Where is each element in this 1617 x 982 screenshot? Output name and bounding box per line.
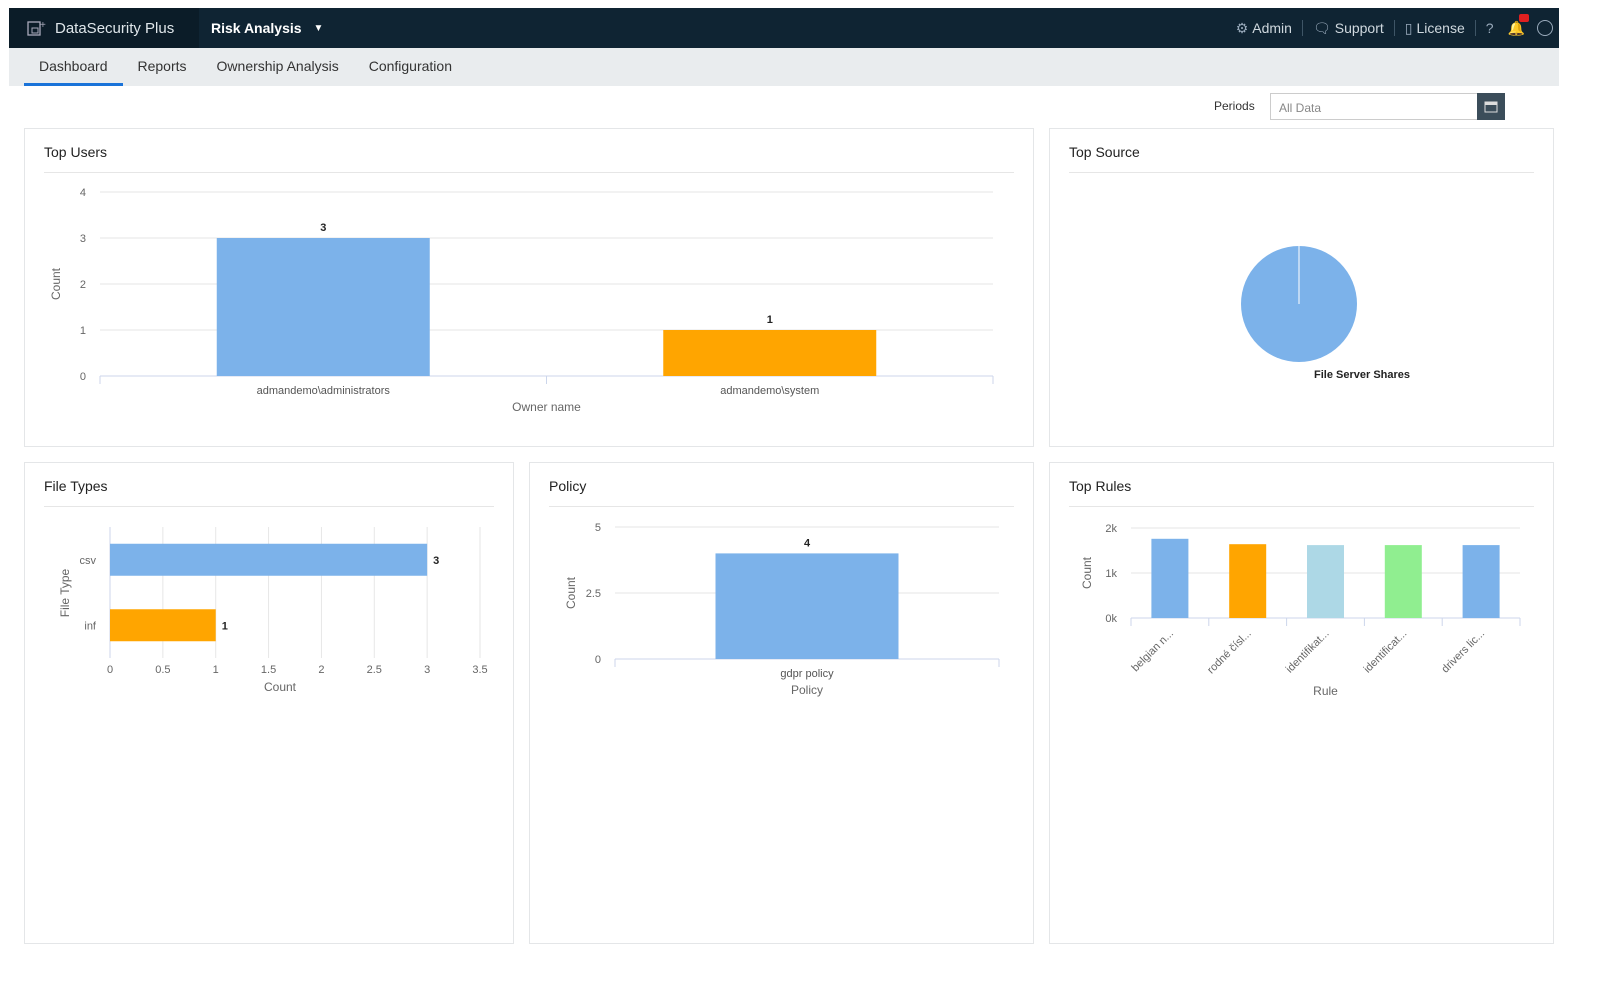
tab-reports[interactable]: Reports — [137, 58, 187, 74]
bar — [1151, 538, 1189, 618]
x-tick-label: 3 — [424, 664, 430, 676]
y-tick-label: 3 — [80, 233, 86, 245]
tab-bar: Dashboard Reports Ownership Analysis Con… — [9, 48, 1559, 86]
brand-logo[interactable]: + DataSecurity Plus — [9, 8, 199, 48]
notification-badge — [1519, 13, 1529, 22]
periods-input[interactable]: All Data — [1270, 93, 1478, 120]
bar — [216, 238, 430, 376]
data-label: 3 — [433, 555, 439, 567]
x-axis-title: Owner name — [512, 400, 581, 414]
y-axis-title: Count — [1080, 556, 1094, 589]
y-tick-label: 5 — [595, 522, 601, 534]
chart-svg: 0 2.5 5 4 gdpr policy Policy Count — [564, 522, 1000, 697]
gear-icon: ⚙ — [1235, 19, 1249, 36]
bar — [110, 609, 216, 642]
file-types-panel: File Types 0 0.5 1 1.5 2 2.5 3 3.5 3 csv 1 inf Count F… — [24, 462, 514, 944]
x-tick-label: admandemo\system — [720, 385, 819, 397]
bar — [663, 330, 877, 376]
bar — [715, 553, 899, 659]
x-axis-title: Policy — [791, 683, 823, 697]
support-link[interactable]: 🗨 Support — [1313, 20, 1384, 37]
panel-title: Policy — [549, 478, 587, 494]
x-tick-label: identificat... — [1362, 628, 1410, 676]
x-tick-label: 2 — [318, 664, 324, 676]
data-label: 3 — [320, 222, 326, 234]
bar — [1307, 545, 1344, 618]
chart-svg: 0 1 2 3 4 3 admandemo\administrators 1 admandemo… — [49, 187, 994, 414]
x-tick-label: 1 — [213, 664, 219, 676]
top-rules-panel: Top Rules 0k 1k 2k belgian n... rodné čísl...… — [1049, 462, 1554, 944]
calendar-icon — [1484, 101, 1498, 113]
help-icon[interactable]: ? — [1485, 20, 1494, 36]
license-link[interactable]: ▯ License — [1405, 20, 1465, 37]
admin-link[interactable]: ⚙ Admin — [1236, 20, 1292, 37]
y-tick-label: 1k — [1105, 568, 1117, 580]
license-icon: ▯ — [1404, 19, 1413, 36]
top-source-panel: Top Source File Server Shares — [1049, 128, 1554, 447]
panel-title: Top Rules — [1069, 478, 1132, 494]
periods-label: Periods — [1214, 99, 1255, 113]
y-tick-label: 4 — [80, 187, 86, 199]
bar — [1384, 545, 1422, 618]
x-tick-label: 3.5 — [472, 664, 487, 676]
y-tick-label: 2 — [80, 279, 86, 291]
user-icon[interactable] — [1537, 20, 1553, 36]
tab-dashboard[interactable]: Dashboard — [24, 48, 123, 86]
svg-text:+: + — [40, 20, 46, 31]
chat-icon: 🗨 — [1312, 19, 1331, 36]
x-tick-label: 0.5 — [155, 664, 170, 676]
data-label: 4 — [804, 537, 811, 549]
brand-name: DataSecurity Plus — [55, 19, 175, 37]
y-tick-label: 0k — [1105, 613, 1117, 625]
x-axis-title: Rule — [1313, 684, 1338, 698]
module-name: Risk Analysis — [211, 20, 302, 36]
panel-title: File Types — [44, 478, 108, 494]
y-tick-label: 0 — [595, 654, 601, 666]
bar — [1462, 545, 1500, 618]
policy-panel: Policy 0 2.5 5 4 gdpr policy Policy Count — [529, 462, 1034, 944]
y-tick-label: inf — [84, 620, 97, 632]
x-tick-label: drivers lic... — [1439, 628, 1487, 676]
y-axis-title: File Type — [58, 568, 72, 617]
y-tick-label: 1 — [80, 325, 86, 337]
y-axis-title: Count — [49, 267, 63, 300]
panel-title: Top Source — [1069, 144, 1140, 160]
y-axis-title: Count — [564, 576, 578, 609]
admin-label: Admin — [1252, 20, 1292, 36]
bar — [1229, 544, 1267, 618]
chart-svg: 0k 1k 2k belgian n... rodné čísl... identifik… — [1080, 523, 1521, 698]
license-label: License — [1416, 20, 1465, 36]
caret-down-icon: ▼ — [313, 22, 324, 34]
x-tick-label: 1.5 — [261, 664, 276, 676]
x-tick-label: rodné čísl... — [1205, 628, 1254, 677]
y-tick-label: 0 — [80, 371, 86, 383]
tab-configuration[interactable]: Configuration — [368, 58, 452, 74]
datasecurity-logo-icon: + — [27, 20, 46, 36]
y-tick-label: 2.5 — [586, 588, 601, 600]
bar — [110, 543, 428, 576]
x-tick-label: 0 — [107, 664, 113, 676]
calendar-button[interactable] — [1477, 93, 1505, 120]
panel-title: Top Users — [44, 144, 108, 160]
x-tick-label: belgian n... — [1129, 628, 1176, 675]
bell-icon[interactable]: 🔔 — [1508, 13, 1529, 37]
support-label: Support — [1334, 20, 1384, 36]
x-tick-label: gdpr policy — [780, 668, 834, 680]
x-tick-label: 2.5 — [367, 664, 382, 676]
data-label: 1 — [767, 314, 773, 326]
y-tick-label: 2k — [1105, 523, 1117, 535]
x-tick-label: identifikat... — [1284, 628, 1332, 676]
chart-svg: File Server Shares — [1241, 246, 1410, 381]
x-tick-label: admandemo\administrators — [257, 385, 391, 397]
data-label: 1 — [222, 620, 228, 632]
module-selector[interactable]: Risk Analysis ▼ — [211, 8, 323, 48]
top-header: + DataSecurity Plus Risk Analysis ▼ ⚙ Admi… — [9, 8, 1559, 48]
y-tick-label: csv — [80, 555, 97, 567]
pie-data-label: File Server Shares — [1314, 369, 1410, 381]
tab-ownership-analysis[interactable]: Ownership Analysis — [216, 58, 339, 74]
top-users-panel: Top Users 0 1 2 3 4 3 admandemo\administrators 1… — [24, 128, 1034, 447]
chart-svg: 0 0.5 1 1.5 2 2.5 3 3.5 3 csv 1 inf Count File Type — [58, 527, 488, 694]
x-axis-title: Count — [264, 680, 297, 694]
